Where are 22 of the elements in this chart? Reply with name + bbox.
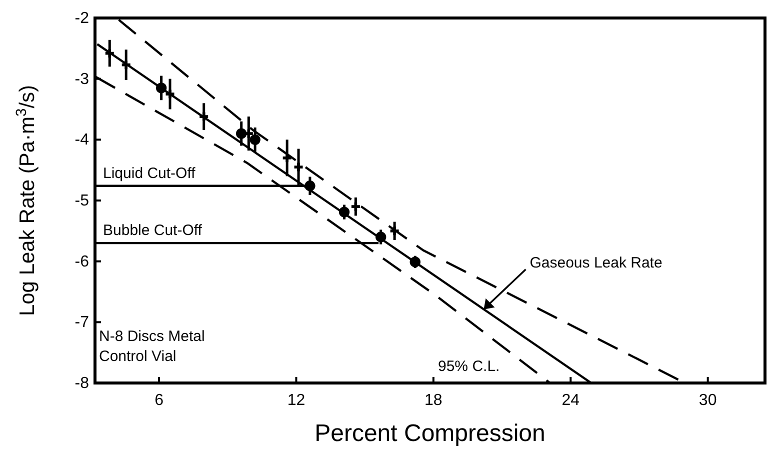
series-label: Bubble Cut-Off [103, 222, 203, 240]
point [250, 134, 260, 146]
point [294, 162, 303, 172]
y-tick-label: -4 [74, 132, 90, 149]
annotation: Gaseous Leak Rate [530, 254, 662, 272]
y-tick-label: -7 [74, 314, 90, 332]
x-axis-title: Percent Compression [314, 420, 546, 447]
x-tick-label: 18 [424, 392, 442, 409]
annotation: 95% C.L. [438, 358, 500, 375]
annotation: N-8 Discs Metal Control Vial [99, 328, 205, 365]
y-tick-label: -5 [74, 192, 90, 210]
point [351, 202, 360, 211]
y-tick-label: -6 [74, 253, 90, 270]
series-label: Liquid Cut-Off [103, 164, 196, 182]
x-tick-label: 6 [154, 392, 164, 409]
y-tick-label: -2 [74, 10, 90, 27]
y-tick-label: -3 [74, 70, 90, 88]
x-tick-label: 24 [562, 392, 580, 409]
x-tick-label: 30 [698, 392, 717, 409]
x-tick-label: 12 [287, 392, 306, 409]
point [236, 128, 247, 139]
y-tick-label: -8 [74, 375, 90, 392]
